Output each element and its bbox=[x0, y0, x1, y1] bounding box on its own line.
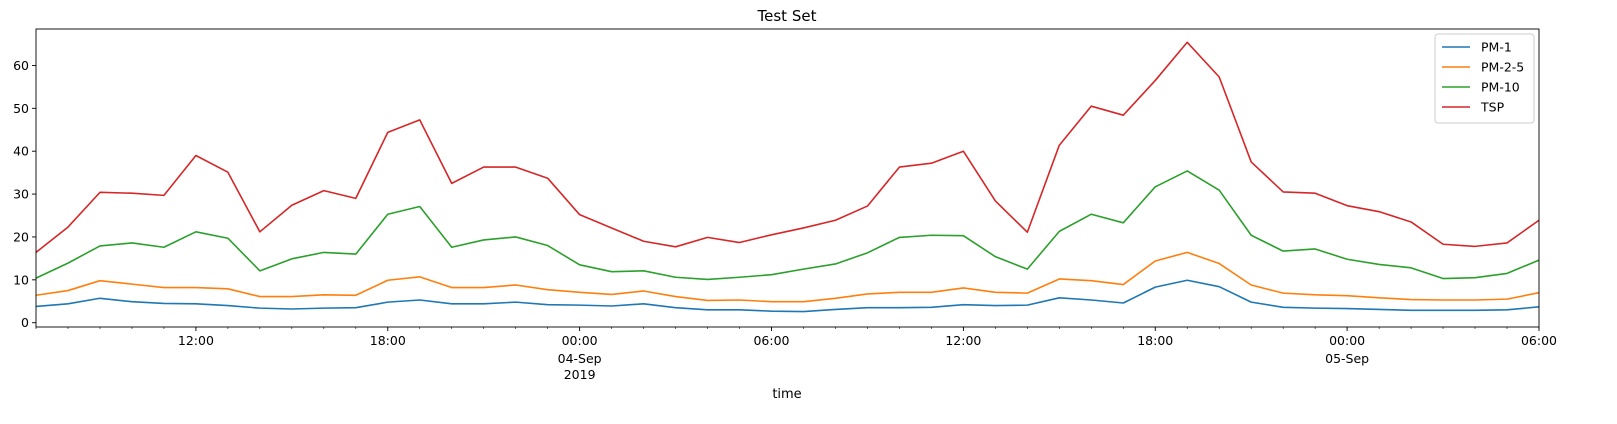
series-line-3 bbox=[35, 41, 1540, 254]
plot-background bbox=[36, 29, 1539, 327]
y-tick-label: 60 bbox=[13, 58, 29, 73]
x-tick-label: 06:00 bbox=[1521, 333, 1557, 348]
plot-area bbox=[36, 29, 1539, 327]
legend: PM-1 PM-2-5 PM-10 TSP bbox=[1434, 33, 1535, 124]
series-line-0 bbox=[35, 279, 1540, 313]
series-line-2 bbox=[35, 170, 1540, 281]
y-tick-label: 10 bbox=[13, 272, 29, 287]
x-tick-label: 00:00 bbox=[562, 333, 598, 348]
y-tick-label: 40 bbox=[13, 144, 29, 159]
x-tick-label: 18:00 bbox=[1137, 333, 1173, 348]
x-tick-label: 12:00 bbox=[178, 333, 214, 348]
series-line-1 bbox=[35, 251, 1540, 303]
x-tick-sublabel: 2019 bbox=[564, 367, 596, 382]
y-tick-label: 0 bbox=[21, 315, 29, 330]
chart-title: Test Set bbox=[757, 7, 817, 25]
x-tick-label: 06:00 bbox=[753, 333, 789, 348]
x-tick-label: 00:00 bbox=[1329, 333, 1365, 348]
axes-frame bbox=[35, 28, 1540, 328]
y-tick-label: 30 bbox=[13, 187, 29, 202]
legend-label-0: PM-1 bbox=[1481, 40, 1512, 55]
x-axis-label: time bbox=[772, 387, 801, 402]
legend-label-1: PM-2-5 bbox=[1481, 60, 1524, 75]
x-tick-label: 12:00 bbox=[945, 333, 981, 348]
legend-label-3: TSP bbox=[1480, 100, 1505, 115]
x-tick-sublabel: 05-Sep bbox=[1325, 351, 1369, 366]
y-tick-label: 50 bbox=[13, 101, 29, 116]
legend-label-2: PM-10 bbox=[1481, 80, 1520, 95]
x-tick-sublabel: 04-Sep bbox=[558, 351, 602, 366]
x-tick-label: 18:00 bbox=[370, 333, 406, 348]
y-tick-label: 20 bbox=[13, 229, 29, 244]
series-layer bbox=[35, 41, 1540, 313]
legend-box bbox=[1434, 33, 1535, 124]
